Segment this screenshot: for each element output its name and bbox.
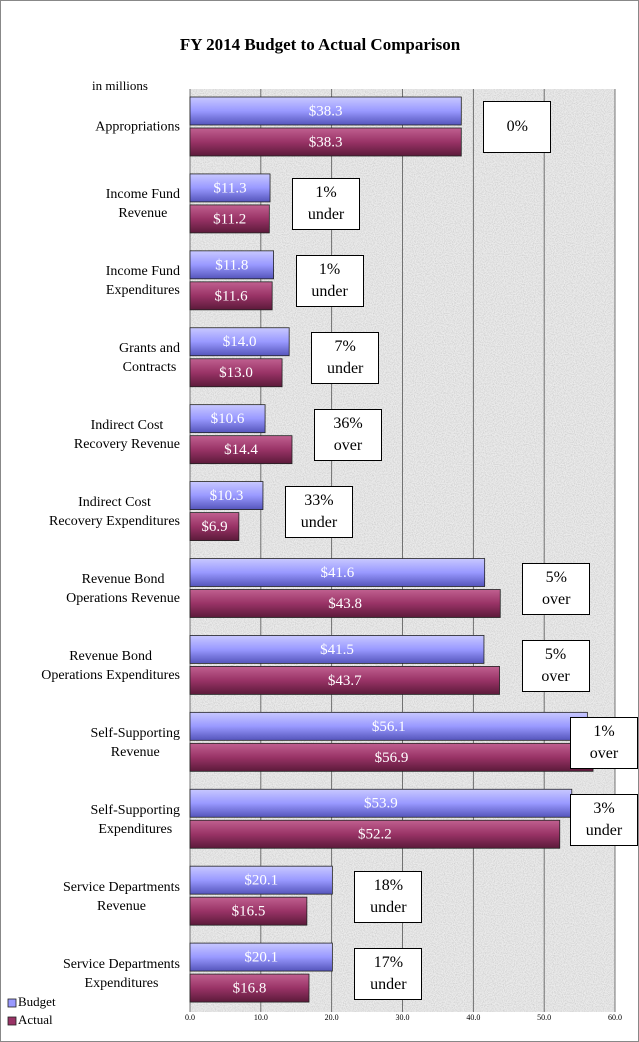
data-label: $41.6	[320, 565, 354, 581]
bar	[189, 435, 293, 465]
variance-box: 1% under	[292, 178, 361, 231]
bar	[189, 127, 462, 157]
bar	[189, 896, 308, 926]
x-tick-label: 10.0	[254, 1013, 268, 1022]
category-text: Service Departments Revenue	[62, 879, 180, 914]
data-label: $13.0	[219, 365, 253, 381]
bar	[189, 558, 486, 587]
legend-label: Budget	[18, 994, 56, 1009]
data-label: $10.6	[211, 411, 245, 427]
category-text: Indirect Cost Recovery Revenue	[73, 418, 180, 453]
bar	[189, 589, 501, 618]
bar	[189, 819, 561, 849]
bar	[189, 204, 270, 234]
variance-box: 33% under	[284, 486, 353, 539]
x-tick-label: 20.0	[325, 1013, 339, 1022]
variance-box: 17% under	[354, 947, 423, 1000]
variance-box: 3% under	[570, 793, 638, 846]
category-label: Revenue Bond Operations Expenditures	[0, 647, 180, 685]
variance-box: 1% under	[295, 255, 364, 308]
chart-title: FY 2014 Budget to Actual Comparison	[180, 35, 461, 54]
bar	[189, 404, 266, 434]
category-label: Self-Supporting Expenditures	[0, 801, 180, 839]
bar	[189, 666, 500, 695]
bar	[189, 512, 240, 541]
variance-box: 5% over	[521, 639, 590, 692]
category-text: Grants and Contracts	[118, 341, 180, 376]
category-text: Service Departments Expenditures	[62, 956, 180, 991]
legend-swatch	[7, 1016, 17, 1026]
bar	[189, 973, 310, 1003]
data-label: $52.2	[358, 827, 392, 843]
bar	[189, 358, 283, 388]
category-text: Indirect Cost Recovery Expenditures	[48, 495, 180, 530]
data-label: $41.5	[320, 642, 354, 658]
category-label: Grants and Contracts	[0, 339, 180, 377]
x-tick-label: 30.0	[396, 1013, 410, 1022]
data-label: $43.8	[328, 596, 362, 612]
bar	[189, 788, 573, 818]
data-label: $14.4	[224, 442, 258, 458]
data-label: $20.1	[244, 873, 278, 889]
variance-box: 0%	[483, 101, 552, 154]
bar	[189, 327, 290, 357]
bar	[189, 96, 462, 126]
bar	[189, 865, 333, 895]
category-text: Income Fund Expenditures	[105, 264, 180, 299]
category-label: Income Fund Expenditures	[0, 262, 180, 300]
category-text: Revenue Bond Operations Revenue	[66, 571, 180, 606]
data-label: $6.9	[201, 519, 227, 535]
x-tick-label: 50.0	[537, 1013, 551, 1022]
category-text: Revenue Bond Operations Expenditures	[41, 648, 180, 683]
data-label: $43.7	[328, 673, 362, 689]
variance-box: 1% over	[570, 716, 638, 769]
data-label: $20.1	[244, 950, 278, 966]
legend-label: Actual	[18, 1012, 53, 1027]
category-label: Service Departments Revenue	[0, 878, 180, 916]
data-label: $56.9	[375, 750, 409, 766]
category-label: Indirect Cost Recovery Revenue	[0, 416, 180, 454]
data-label: $11.8	[215, 257, 248, 273]
data-label: $38.3	[309, 103, 343, 119]
data-label: $56.1	[372, 719, 406, 735]
category-label: Indirect Cost Recovery Expenditures	[0, 493, 180, 531]
category-text: Appropriations	[95, 119, 180, 135]
bar	[189, 281, 273, 311]
category-text: Income Fund Revenue	[105, 187, 180, 222]
category-text: Self-Supporting Expenditures	[90, 802, 180, 837]
variance-box: 5% over	[522, 562, 591, 615]
data-label: $38.3	[309, 134, 343, 150]
variance-box: 36% over	[314, 409, 382, 462]
data-label: $53.9	[364, 796, 398, 812]
x-tick-label: 40.0	[466, 1013, 480, 1022]
x-tick-label: 60.0	[608, 1013, 622, 1022]
variance-box: 18% under	[354, 870, 423, 923]
bar	[189, 635, 485, 664]
data-label: $11.6	[214, 288, 248, 304]
unit-note: in millions	[92, 78, 148, 93]
bar	[189, 742, 594, 772]
bar	[189, 481, 264, 510]
variance-box: 7% under	[311, 332, 380, 385]
data-label: $16.5	[232, 904, 266, 920]
data-label: $10.3	[210, 488, 244, 504]
category-label: Appropriations	[0, 118, 180, 137]
category-text: Self-Supporting Revenue	[90, 725, 180, 760]
bar	[189, 250, 274, 280]
category-label: Self-Supporting Revenue	[0, 724, 180, 762]
data-label: $16.8	[233, 981, 267, 997]
data-label: $11.3	[213, 180, 246, 196]
bar	[189, 173, 271, 203]
bar	[189, 942, 333, 972]
category-label: Revenue Bond Operations Revenue	[0, 570, 180, 608]
category-label: Service Departments Expenditures	[0, 955, 180, 993]
legend-swatch	[7, 998, 17, 1008]
data-label: $11.2	[213, 211, 246, 227]
data-label: $14.0	[223, 334, 257, 350]
x-tick-label: 0.0	[185, 1013, 195, 1022]
category-label: Income Fund Revenue	[0, 185, 180, 223]
